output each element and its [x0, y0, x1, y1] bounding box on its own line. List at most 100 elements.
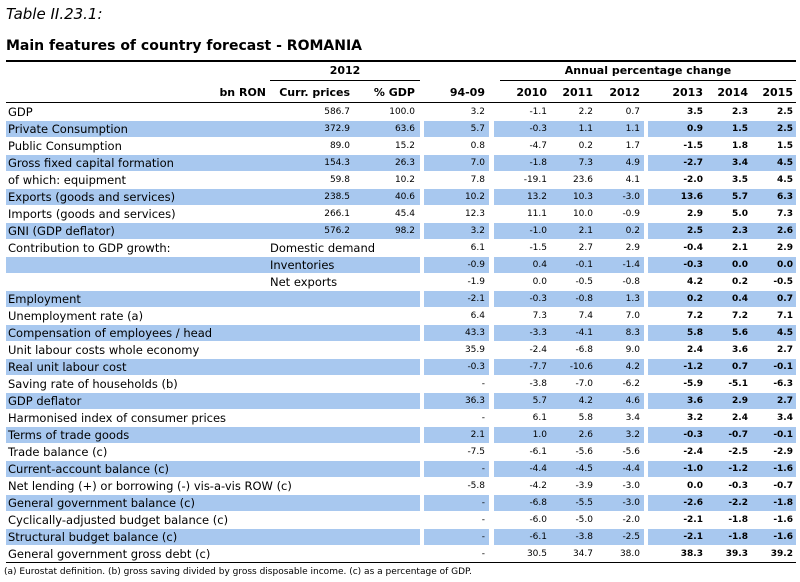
group-header: 2012: [329, 64, 361, 77]
cell: 10.2: [394, 175, 415, 185]
cell: -4.7: [529, 141, 547, 151]
cell: 0.2: [578, 141, 593, 151]
cell: -0.7: [773, 481, 793, 491]
cell: 45.4: [394, 209, 415, 219]
cell: 38.0: [619, 549, 640, 559]
cell: -0.9: [467, 260, 485, 270]
column-header: Curr. prices: [279, 86, 350, 99]
cell: -7.7: [529, 362, 547, 372]
cell: 2.5: [777, 107, 793, 117]
row-shade: [494, 495, 644, 511]
cell: -1.8: [529, 158, 547, 168]
cell: 4.1: [625, 175, 640, 185]
cell: 98.2: [394, 226, 415, 236]
row-label: Structural budget balance (c): [8, 530, 178, 544]
cell: -: [481, 515, 485, 525]
rule: [6, 562, 796, 563]
row-shade: [424, 495, 489, 511]
row-shade: [424, 155, 489, 171]
cell: -4.2: [529, 481, 547, 491]
cell: 6.3: [777, 192, 793, 202]
cell: 0.9: [687, 124, 703, 134]
row-shade: [494, 189, 644, 205]
row-shade: [648, 495, 796, 511]
cell: -7.5: [467, 447, 485, 457]
row-label: General government balance (c): [8, 496, 195, 510]
cell: -0.4: [683, 243, 703, 253]
cell: 3.4: [777, 413, 793, 423]
row-label: Real unit labour cost: [8, 360, 127, 374]
row-shade: [424, 427, 489, 443]
row-label: Public Consumption: [8, 139, 122, 153]
cell: 3.6: [687, 396, 703, 406]
row-label: Harmonised index of consumer prices: [8, 411, 227, 425]
row-shade: [648, 189, 796, 205]
cell: -3.8: [529, 379, 547, 389]
cell: -0.9: [622, 209, 640, 219]
cell: 4.5: [777, 328, 793, 338]
cell: 372.9: [324, 124, 350, 134]
row-shade: [424, 121, 489, 137]
cell: 0.7: [625, 107, 640, 117]
row-shade: [424, 291, 489, 307]
cell: 3.4: [732, 158, 748, 168]
row-label: GDP deflator: [8, 394, 82, 408]
cell: 2.3: [732, 107, 748, 117]
cell: -1.0: [683, 464, 703, 474]
cell: -3.0: [622, 192, 640, 202]
row-label: Employment: [8, 292, 81, 306]
cell: 4.9: [625, 158, 640, 168]
cell: 3.5: [687, 107, 703, 117]
cell: 13.6: [680, 192, 703, 202]
cell: -6.1: [529, 447, 547, 457]
row-shade: [648, 427, 796, 443]
cell: -6.8: [575, 345, 593, 355]
row-shade: [648, 359, 796, 375]
cell: -: [481, 413, 485, 423]
cell: 38.3: [680, 549, 703, 559]
row-label: Cyclically-adjusted budget balance (c): [8, 513, 229, 527]
cell: -1.5: [529, 243, 547, 253]
cell: -0.3: [529, 124, 547, 134]
cell: -1.8: [728, 532, 748, 542]
row-shade: [424, 461, 489, 477]
cell: 10.0: [572, 209, 593, 219]
cell: -0.7: [728, 430, 748, 440]
cell: 10.3: [572, 192, 593, 202]
cell: 15.2: [394, 141, 415, 151]
cell: 7.1: [777, 311, 793, 321]
cell: 4.6: [625, 396, 640, 406]
cell: 266.1: [324, 209, 350, 219]
cell: 12.3: [464, 209, 485, 219]
cell: 39.3: [725, 549, 748, 559]
cell: 2.7: [777, 345, 793, 355]
cell: 10.2: [464, 192, 485, 202]
row-label: Compensation of employees / head: [8, 326, 213, 340]
cell: -2.4: [683, 447, 703, 457]
row-label: Trade balance (c): [8, 445, 108, 459]
cell: 7.4: [578, 311, 593, 321]
cell: 5.0: [732, 209, 748, 219]
cell: -0.5: [773, 277, 793, 287]
cell: -3.0: [622, 498, 640, 508]
cell: 0.2: [625, 226, 640, 236]
cell: -0.1: [773, 362, 793, 372]
cell: 3.5: [732, 175, 748, 185]
row-shade: [494, 427, 644, 443]
cell: -: [481, 549, 485, 559]
cell: 89.0: [329, 141, 350, 151]
cell: 7.0: [470, 158, 485, 168]
cell: -2.5: [728, 447, 748, 457]
cell: -5.5: [575, 498, 593, 508]
cell: 2.9: [777, 243, 793, 253]
cell: -10.6: [569, 362, 593, 372]
column-header: 2013: [672, 86, 703, 99]
row-shade: [648, 223, 796, 239]
cell: -3.8: [575, 532, 593, 542]
cell: 0.0: [532, 277, 547, 287]
row-label: General government gross debt (c): [8, 547, 211, 561]
cell: 2.9: [732, 396, 748, 406]
row-shade: [648, 393, 796, 409]
cell: -5.9: [683, 379, 703, 389]
cell: 1.5: [777, 141, 793, 151]
